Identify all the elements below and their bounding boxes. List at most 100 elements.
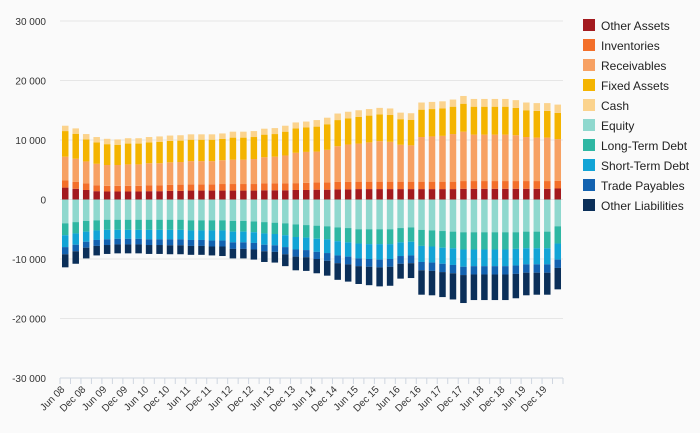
bar-segment <box>523 102 530 111</box>
bar-segment <box>156 219 163 230</box>
bar-segment <box>61 254 69 268</box>
bar-segment <box>166 239 174 246</box>
legend-swatch <box>583 159 595 171</box>
bar-segment <box>470 274 478 301</box>
bar-segment <box>512 232 520 249</box>
bar-segment <box>512 100 520 108</box>
bar-segment <box>271 222 279 235</box>
bar-segment <box>512 135 520 182</box>
bar-segment <box>124 219 132 230</box>
bar-segment <box>544 264 551 273</box>
bar-segment <box>198 245 205 255</box>
bar-segment <box>219 220 226 231</box>
bar-segment <box>386 189 394 200</box>
bar-segment <box>418 137 425 182</box>
bar-segment <box>208 161 216 185</box>
bar-segment <box>365 199 373 230</box>
bar-segment <box>135 219 142 230</box>
bar-segment <box>303 237 310 251</box>
bar-segment <box>344 264 352 282</box>
bar-segment <box>313 189 320 200</box>
bar-segment <box>523 231 530 249</box>
bar-segment <box>344 228 352 243</box>
bar-segment <box>166 190 174 200</box>
bar-segment <box>481 181 488 189</box>
bar-segment <box>261 183 268 191</box>
bar-segment <box>292 199 300 225</box>
legend[interactable]: Other Assets Inventories Receivables Fixed … <box>583 19 690 213</box>
bar-segment <box>502 188 509 200</box>
bar-segment <box>250 137 258 160</box>
bar-segment <box>365 189 373 200</box>
bar-segment <box>292 249 300 257</box>
legend-item[interactable]: Short-Term Debt <box>583 159 690 173</box>
bar-segment <box>72 158 79 182</box>
bar-segment <box>554 104 562 113</box>
bar-segment <box>554 259 562 268</box>
legend-item[interactable]: Other Assets <box>583 19 670 33</box>
bar-segment <box>219 230 226 241</box>
legend-swatch <box>583 79 595 91</box>
legend-item[interactable]: Receivables <box>583 59 666 73</box>
bar-segment <box>229 242 237 249</box>
bar-segment <box>261 128 268 135</box>
bar-segment <box>282 223 289 236</box>
bar-segment <box>502 266 509 275</box>
bar-segment <box>103 229 111 240</box>
bar-segment <box>61 199 69 224</box>
bar-segment <box>240 248 247 259</box>
bar-segment <box>61 247 69 255</box>
bar-segment <box>177 184 184 191</box>
bar-segment <box>334 199 341 228</box>
bar-segment <box>82 231 90 242</box>
bar-segment <box>229 190 237 200</box>
bar-segment <box>397 181 404 190</box>
bar-segment <box>271 128 279 135</box>
legend-item[interactable]: Trade Payables <box>583 179 685 193</box>
legend-item[interactable]: Fixed Assets <box>583 79 669 93</box>
bar-segment <box>344 118 352 145</box>
bar-segment <box>544 181 551 189</box>
legend-item[interactable]: Equity <box>583 119 634 133</box>
bar-segment <box>135 244 142 254</box>
bar-segment <box>82 183 90 190</box>
bar-segment <box>523 199 530 232</box>
bar-segment <box>544 272 551 295</box>
legend-item[interactable]: Inventories <box>583 39 660 53</box>
bar-segment <box>449 199 457 232</box>
bar-segment <box>166 135 174 141</box>
bar-segment <box>554 226 562 244</box>
legend-item[interactable]: Other Liabilities <box>583 199 684 213</box>
bar-segment <box>334 241 341 256</box>
y-tick-label: -20 000 <box>12 315 46 326</box>
bar-segment <box>135 191 142 200</box>
bar-segment <box>376 267 383 287</box>
legend-item[interactable]: Long-Term Debt <box>583 139 688 153</box>
bar-segment <box>376 114 383 142</box>
bar-segment <box>114 139 121 145</box>
bar-segment <box>145 185 153 192</box>
legend-item[interactable]: Cash <box>583 99 629 113</box>
bar-segment <box>428 136 436 182</box>
bar-segment <box>344 256 352 265</box>
bar-segment <box>407 227 415 242</box>
bar-segment <box>376 229 383 245</box>
bar-segment <box>282 125 289 132</box>
bar-segment <box>460 266 467 276</box>
bar-segment <box>470 181 478 189</box>
bar-segment <box>313 151 320 183</box>
bar-segment <box>261 190 268 200</box>
bar-segment <box>512 273 520 299</box>
bar-segment <box>82 247 90 259</box>
bar-segment <box>156 191 163 200</box>
bar-segment <box>250 184 258 191</box>
bar-segment <box>124 185 132 192</box>
bar-segment <box>418 189 425 200</box>
bar-segment <box>491 134 499 182</box>
bar-segment <box>271 156 279 184</box>
bar-segment <box>365 266 373 286</box>
bar-segment <box>187 139 195 162</box>
bar-segment <box>250 199 258 222</box>
bar-segment <box>512 199 520 233</box>
bar-segment <box>271 134 279 157</box>
